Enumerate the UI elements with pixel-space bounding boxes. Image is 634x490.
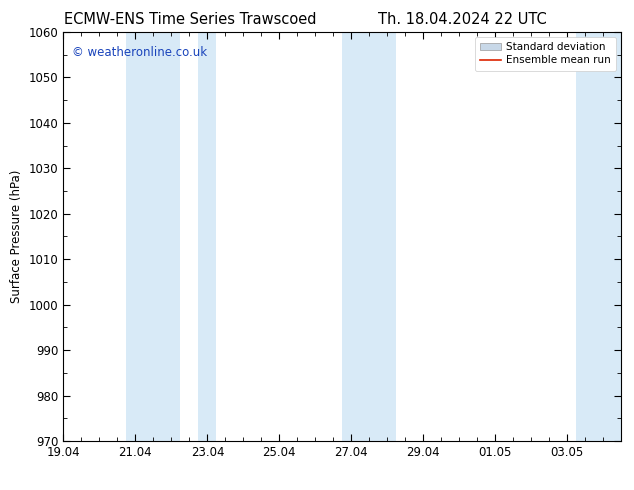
Bar (126, 32, 181, 441)
Text: ECMW-ENS Time Series Trawscoed: ECMW-ENS Time Series Trawscoed (64, 12, 316, 27)
Bar (198, 32, 216, 441)
Y-axis label: Surface Pressure (hPa): Surface Pressure (hPa) (10, 170, 23, 303)
Text: Th. 18.04.2024 22 UTC: Th. 18.04.2024 22 UTC (378, 12, 547, 27)
Legend: Standard deviation, Ensemble mean run: Standard deviation, Ensemble mean run (475, 37, 616, 71)
Text: © weatheronline.co.uk: © weatheronline.co.uk (72, 46, 207, 59)
Bar (342, 32, 396, 441)
Bar (576, 32, 621, 441)
